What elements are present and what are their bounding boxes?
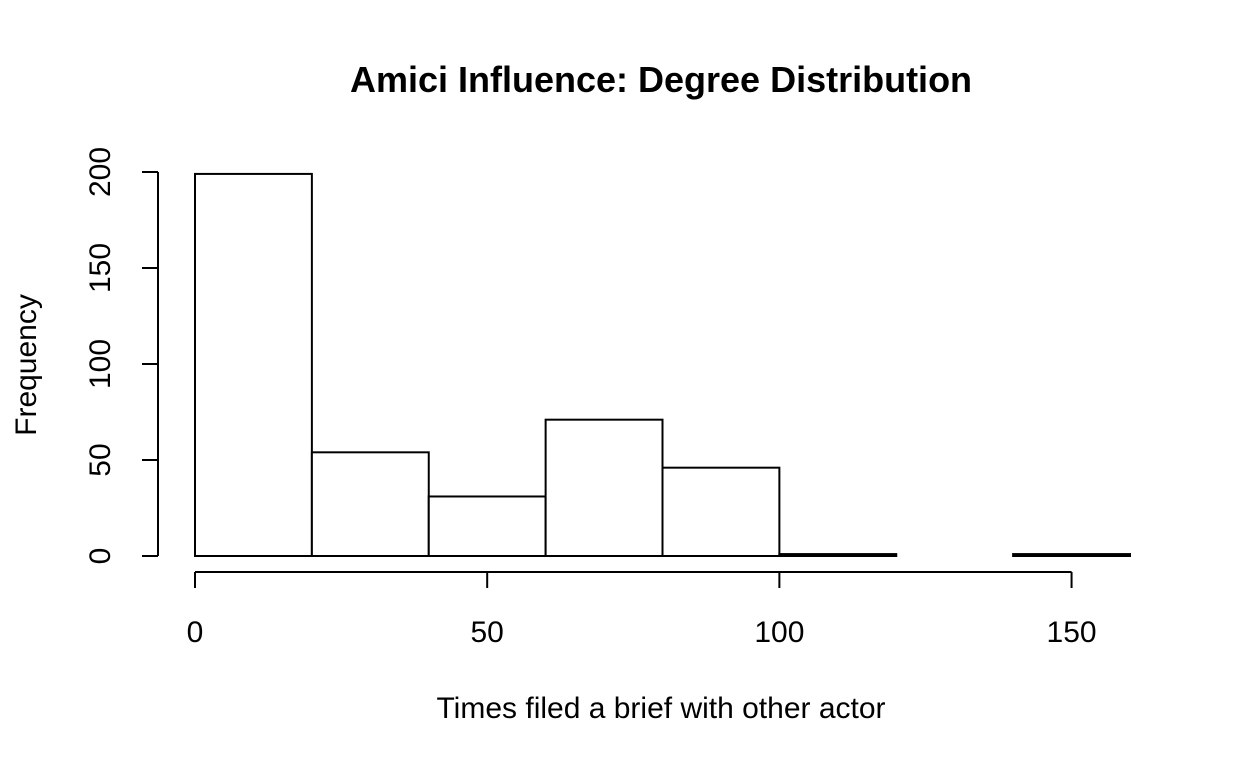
histogram-bar xyxy=(310,451,430,558)
y-axis: 0 50 100 150 200 xyxy=(84,147,159,565)
x-tick-label: 0 xyxy=(187,616,204,649)
bars-group xyxy=(194,172,1131,558)
y-tick-label: 100 xyxy=(84,339,117,389)
chart-title: Amici Influence: Degree Distribution xyxy=(350,59,972,100)
y-tick-label: 200 xyxy=(84,147,117,197)
y-tick-label: 0 xyxy=(84,548,117,565)
histogram-bar xyxy=(427,495,547,558)
histogram-bar xyxy=(778,553,898,558)
x-tick-label: 100 xyxy=(754,616,804,649)
x-axis-label: Times filed a brief with other actor xyxy=(436,692,885,725)
histogram-bar xyxy=(1012,553,1131,558)
histogram-bar xyxy=(544,418,664,557)
x-axis: 0 50 100 150 xyxy=(187,571,1097,649)
x-tick-label: 50 xyxy=(471,616,504,649)
y-tick-label: 150 xyxy=(84,243,117,293)
histogram-bar xyxy=(194,172,313,557)
y-axis-label: Frequency xyxy=(10,294,43,436)
y-tick-label: 50 xyxy=(84,443,117,476)
histogram-bar xyxy=(661,466,781,557)
x-tick-label: 150 xyxy=(1047,616,1097,649)
